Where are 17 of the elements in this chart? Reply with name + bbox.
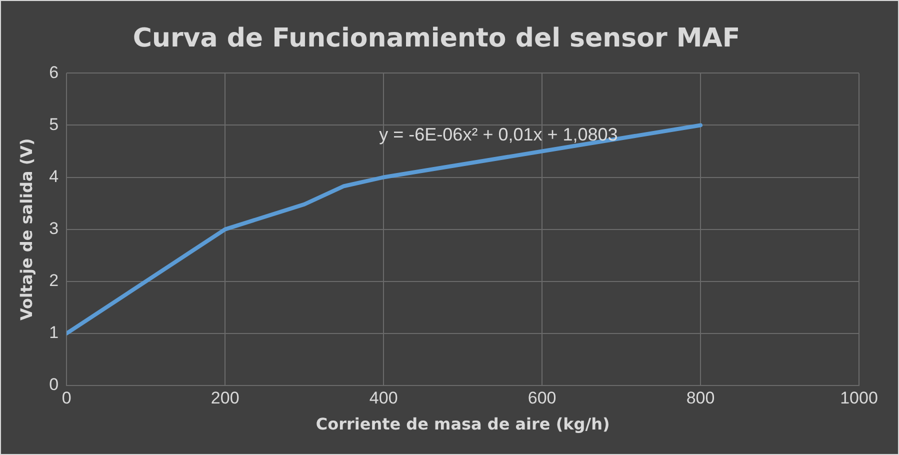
y-tick-label: 1: [49, 323, 59, 342]
x-tick-label: 400: [369, 388, 398, 408]
y-tick-label: 0: [49, 375, 59, 394]
y-tick-label: 3: [49, 218, 59, 238]
y-tick-label: 6: [49, 62, 59, 82]
x-axis-title: Corriente de masa de aire (kg/h): [316, 414, 610, 434]
x-tick-label: 800: [686, 388, 715, 408]
x-tick-label: 0: [62, 388, 72, 408]
annotation: y = -6E-06x² + 0,01x + 1,0803: [379, 124, 618, 145]
x-tick-label: 600: [528, 388, 556, 408]
y-tick-label: 5: [49, 114, 59, 134]
y-tick-label: 2: [49, 271, 59, 290]
x-tick-label: 200: [210, 388, 240, 408]
x-tick-label: 1000: [840, 388, 878, 408]
y-tick-label: 4: [49, 166, 59, 186]
chart-title: Curva de Funcionamiento del sensor MAF: [132, 23, 740, 54]
y-axis-title: Voltaje de salida (V): [16, 138, 36, 320]
